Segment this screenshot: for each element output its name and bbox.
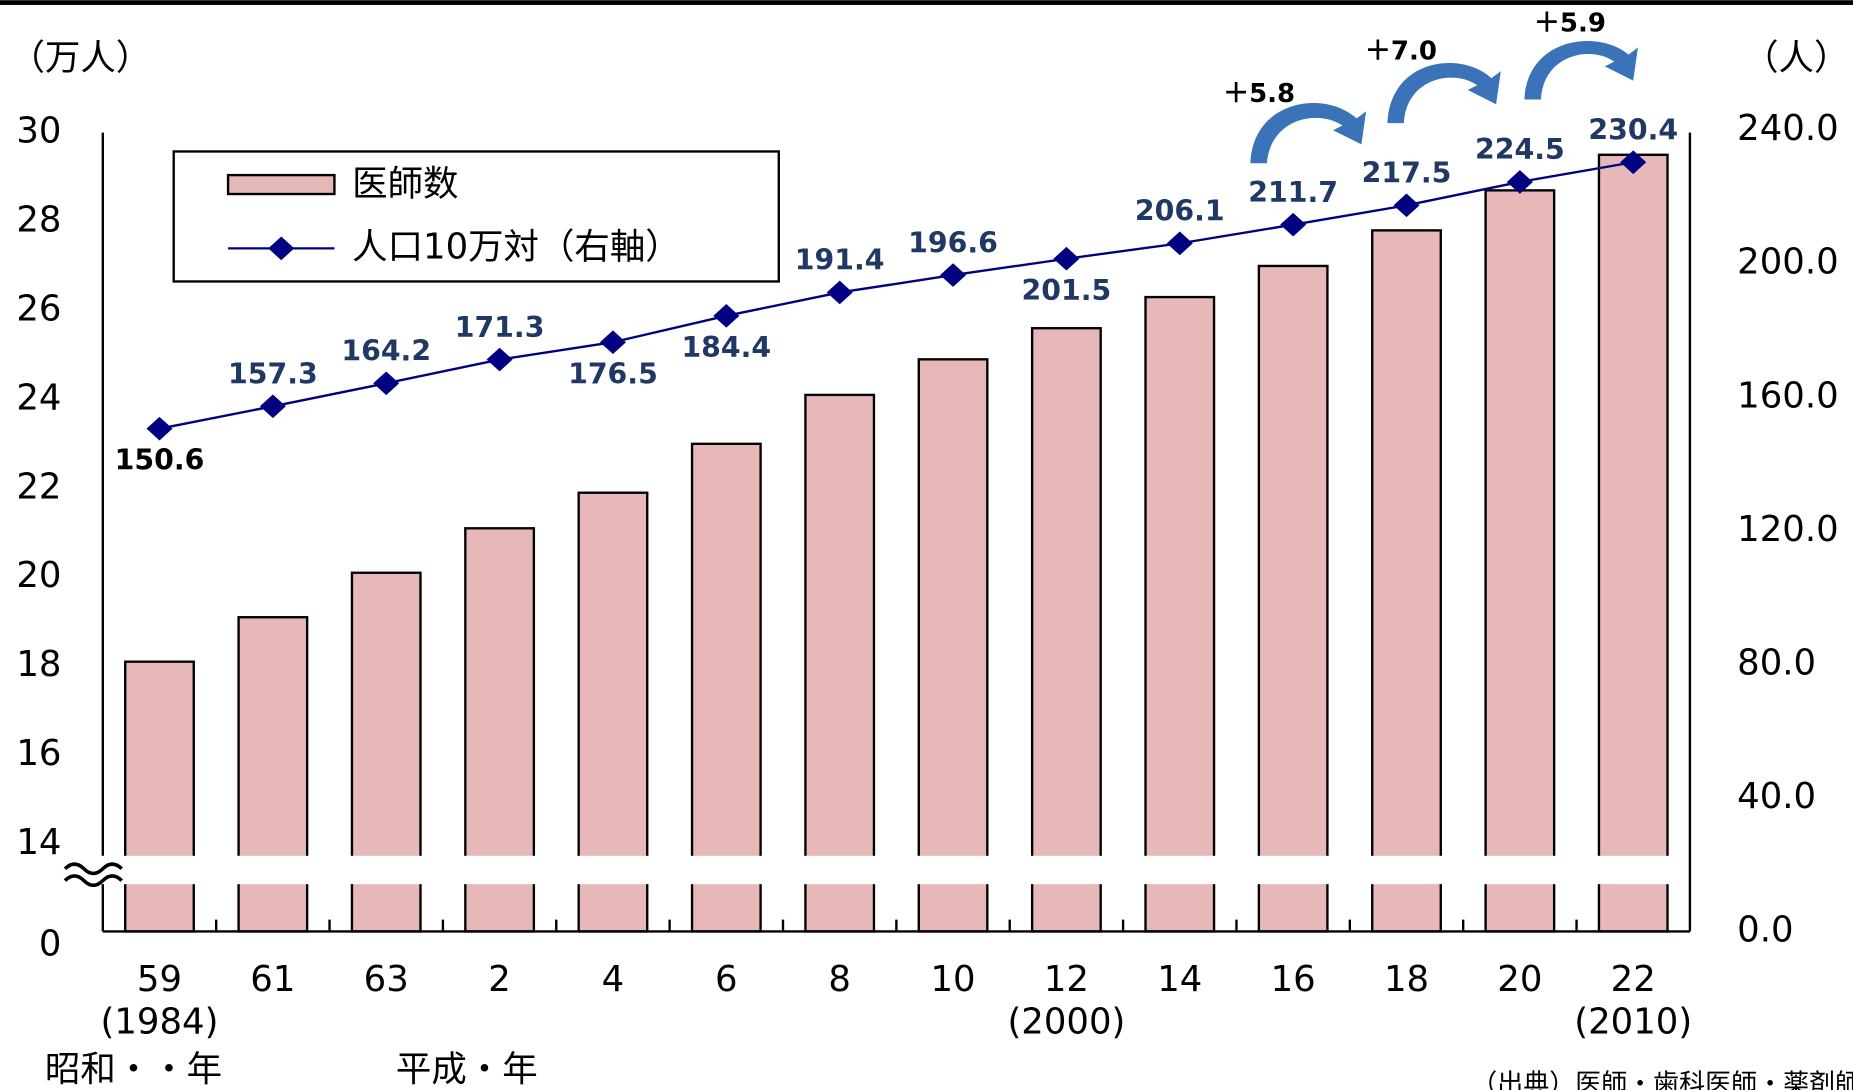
era-label: 昭和・・年	[45, 1049, 222, 1090]
line-marker	[599, 330, 626, 355]
data-label: 157.3	[228, 358, 318, 391]
line-marker	[826, 280, 853, 305]
x-tick-label: 59	[137, 959, 182, 1000]
x-tick-label: 20	[1497, 959, 1542, 1000]
bar	[1484, 189, 1556, 933]
data-label: 196.6	[908, 226, 998, 259]
x-tick-sublabel: (2010)	[1574, 1002, 1692, 1043]
data-label: 230.4	[1588, 114, 1678, 147]
y2-axis-label: （人）	[1743, 37, 1849, 78]
y2-tick-label: 160.0	[1737, 375, 1838, 416]
axis-break	[59, 855, 1696, 885]
line-marker	[940, 263, 967, 287]
y-tick-label: 18	[16, 644, 61, 685]
x-tick-label: 18	[1384, 959, 1429, 1000]
legend-label: 人口10万対（右軸）	[352, 226, 681, 267]
x-tick-label: 22	[1611, 959, 1656, 1000]
x-tick-label: 14	[1157, 959, 1202, 1000]
x-tick-label: 8	[828, 959, 851, 1000]
line-marker	[259, 394, 286, 419]
line-marker	[1053, 246, 1080, 271]
bar	[237, 616, 309, 933]
line-marker	[373, 371, 400, 396]
y-tick-label: 28	[16, 199, 61, 240]
annotation: ＋7.0	[1365, 37, 1437, 67]
data-label: 171.3	[455, 311, 545, 344]
data-label: 224.5	[1475, 133, 1565, 166]
bar	[1371, 229, 1442, 933]
x-tick-sublabel: (2000)	[1007, 1002, 1125, 1043]
y2-tick-label: 80.0	[1737, 642, 1816, 683]
era-label: 平成・年	[396, 1049, 538, 1090]
x-tick-sublabel: (1984)	[101, 1002, 219, 1043]
y-tick-label: 22	[16, 466, 61, 507]
bar	[124, 660, 195, 933]
y2-tick-label: 200.0	[1737, 242, 1838, 283]
line-marker	[1506, 170, 1533, 194]
y2-tick-label: 240.0	[1737, 108, 1838, 149]
line-marker	[1393, 193, 1420, 218]
data-label: 217.5	[1362, 157, 1452, 190]
line-marker	[486, 347, 513, 372]
line-marker	[713, 304, 740, 328]
arrow	[1387, 63, 1501, 124]
x-tick-label: 2	[488, 959, 511, 1000]
y-tick-label: 26	[16, 288, 61, 329]
x-tick-label: 4	[602, 959, 625, 1000]
arrows	[1250, 40, 1638, 164]
x-tick-label: 6	[715, 959, 738, 1000]
x-tick-label: 16	[1271, 959, 1316, 1000]
y2-tick-label: 0.0	[1737, 909, 1793, 950]
y-axis-label: （万人）	[9, 37, 151, 78]
y2-tick-label: 40.0	[1737, 776, 1816, 817]
arrow	[1250, 102, 1367, 164]
data-label: 211.7	[1248, 176, 1338, 209]
bar	[1597, 153, 1669, 933]
line-marker	[1280, 212, 1307, 237]
data-label: 206.1	[1135, 195, 1225, 228]
data-label: 176.5	[568, 357, 658, 390]
top-rule	[0, 0, 1853, 5]
y-tick-label: 14	[16, 822, 61, 863]
legend-box	[172, 150, 780, 283]
data-label: 184.4	[681, 331, 771, 364]
legend-label: 医師数	[352, 164, 458, 205]
y-tick-label: 30	[16, 111, 61, 152]
x-tick-label: 12	[1044, 959, 1089, 1000]
y-tick-label: 20	[16, 555, 61, 596]
axis-break-mark	[63, 862, 123, 888]
source-note: （出典）医師・歯科医師・薬剤師調査	[1471, 1070, 1853, 1090]
bar	[1144, 295, 1216, 933]
x-tick-label: 63	[364, 959, 409, 1000]
y-tick-label: 24	[16, 377, 61, 418]
y-tick-label: 0	[39, 924, 62, 965]
bar	[1257, 264, 1329, 933]
annotation: ＋5.9	[1534, 8, 1606, 38]
data-label: 191.4	[795, 244, 885, 277]
line	[159, 161, 1634, 430]
x-tick-label: 61	[250, 959, 295, 1000]
arrow	[1524, 40, 1638, 100]
data-label: 201.5	[1022, 274, 1112, 307]
data-label: 164.2	[341, 335, 431, 368]
bar	[917, 358, 989, 933]
bar	[690, 442, 762, 933]
x-tick-label: 10	[931, 959, 976, 1000]
annotation: ＋5.8	[1223, 79, 1295, 109]
line-marker	[146, 416, 173, 441]
bar	[804, 393, 876, 933]
y-tick-label: 16	[16, 733, 61, 774]
y2-tick-label: 120.0	[1737, 509, 1838, 550]
legend-swatch	[226, 173, 336, 196]
bar	[1030, 327, 1102, 933]
line-marker	[1166, 231, 1193, 256]
data-label: 150.6	[115, 444, 205, 477]
